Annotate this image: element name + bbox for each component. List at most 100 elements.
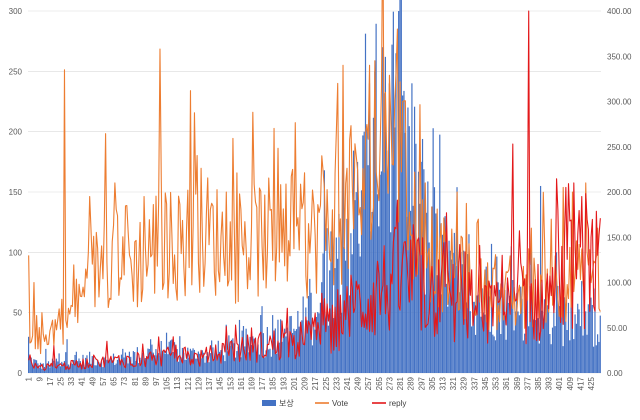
- bar: [171, 339, 173, 373]
- bar: [410, 210, 412, 373]
- y-right-tick-label: 200.00: [607, 188, 632, 197]
- bar: [412, 205, 414, 373]
- bar: [425, 212, 428, 373]
- x-tick-label: 41: [78, 376, 87, 385]
- bar: [396, 212, 398, 373]
- bar: [127, 363, 129, 373]
- bar: [169, 340, 172, 373]
- legend-label: Vote: [332, 399, 349, 408]
- bar: [256, 355, 258, 373]
- x-tick-label: 49: [88, 376, 97, 385]
- bar: [477, 294, 479, 373]
- bar: [55, 358, 58, 373]
- bar: [132, 351, 134, 373]
- bar: [307, 295, 310, 373]
- bar: [431, 206, 433, 373]
- x-tick-label: 33: [67, 376, 76, 385]
- bar: [301, 320, 303, 373]
- bar: [545, 309, 547, 373]
- bar: [213, 358, 215, 373]
- bar: [364, 33, 367, 373]
- x-tick-label: 129: [194, 376, 203, 390]
- bar: [246, 334, 249, 373]
- bar: [142, 352, 144, 373]
- bar: [95, 365, 97, 373]
- bar: [356, 161, 359, 373]
- bar: [175, 345, 177, 373]
- bar: [533, 319, 535, 373]
- bar: [445, 283, 448, 373]
- bar: [120, 354, 123, 373]
- x-tick-label: 425: [587, 376, 596, 390]
- x-tick-label: 153: [226, 376, 235, 390]
- bar: [532, 303, 534, 373]
- line-series-reply: [28, 10, 601, 371]
- bar: [29, 357, 31, 373]
- y-right-tick-label: 300.00: [607, 98, 632, 107]
- bar: [114, 364, 116, 373]
- bar: [50, 365, 52, 373]
- bar: [215, 348, 217, 373]
- x-tick-label: 321: [449, 376, 458, 390]
- bar: [384, 56, 386, 373]
- bar: [506, 282, 509, 373]
- bar: [452, 252, 454, 373]
- bar: [403, 90, 405, 374]
- bar: [45, 348, 47, 373]
- legend-label: reply: [389, 399, 406, 408]
- bar: [152, 352, 154, 373]
- bar: [79, 361, 81, 373]
- bar: [82, 354, 84, 373]
- bar: [47, 361, 50, 373]
- x-tick-label: 9: [35, 376, 44, 381]
- bar: [83, 367, 85, 373]
- bar: [480, 316, 482, 373]
- bar: [388, 83, 390, 374]
- x-tick-label: 241: [343, 376, 352, 390]
- bar: [140, 360, 142, 373]
- bar: [497, 282, 499, 373]
- x-tick-label: 401: [555, 376, 564, 390]
- bar: [226, 351, 229, 373]
- bar: [201, 350, 203, 373]
- bar: [161, 353, 164, 373]
- bar: [424, 294, 426, 373]
- bar: [58, 353, 60, 373]
- x-tick-label: 313: [438, 376, 447, 390]
- bar: [573, 339, 575, 373]
- x-tick-label: 393: [545, 376, 554, 390]
- bar: [476, 295, 478, 373]
- bar: [543, 299, 546, 373]
- bar: [108, 360, 111, 373]
- bar: [257, 344, 259, 373]
- bar: [180, 357, 182, 373]
- bar: [593, 346, 595, 373]
- bar: [326, 228, 328, 373]
- bar: [106, 359, 108, 373]
- bar: [77, 361, 79, 373]
- bar: [112, 353, 115, 373]
- bar: [234, 357, 237, 373]
- bar: [119, 360, 121, 373]
- bar: [447, 306, 449, 373]
- bar: [34, 359, 36, 373]
- bar: [358, 243, 360, 373]
- bar: [516, 293, 518, 373]
- bar: [500, 334, 502, 373]
- bar: [505, 339, 507, 373]
- bar: [53, 360, 55, 373]
- bar: [354, 200, 356, 373]
- bar: [89, 351, 91, 373]
- bar: [537, 318, 539, 373]
- bar: [432, 128, 434, 373]
- bar: [339, 316, 341, 373]
- bar: [460, 251, 462, 373]
- bar: [453, 232, 455, 373]
- bar: [429, 280, 432, 373]
- bar: [299, 328, 302, 373]
- x-tick-label: 345: [481, 376, 490, 390]
- bar: [118, 355, 120, 373]
- bar: [155, 349, 157, 373]
- bar: [518, 315, 520, 373]
- bar: [558, 306, 560, 373]
